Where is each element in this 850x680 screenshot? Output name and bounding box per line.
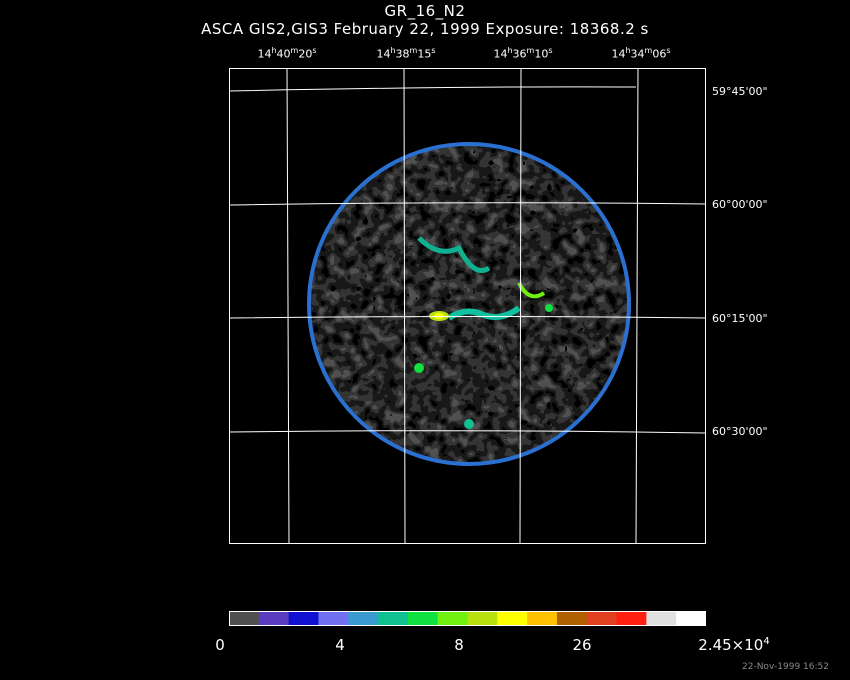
colorbar-swatch bbox=[586, 611, 618, 626]
colorbar-swatch bbox=[676, 611, 706, 626]
colorbar-tick-label: 4 bbox=[335, 636, 345, 654]
colorbar-max-label: 2.45×104 bbox=[698, 636, 770, 654]
ra-label: 14h40m20s bbox=[257, 46, 317, 61]
coordinate-grid bbox=[229, 68, 706, 544]
colorbar-swatch bbox=[467, 611, 498, 626]
x-ray-intensity-map bbox=[309, 144, 629, 464]
colorbar-tick-label: 26 bbox=[572, 636, 592, 654]
color-scale-bar bbox=[229, 611, 706, 626]
image-subtitle: ASCA GIS2,GIS3 February 22, 1999 Exposur… bbox=[201, 20, 649, 38]
dec-label: 59°45'00" bbox=[712, 85, 768, 98]
colorbar-swatch bbox=[437, 611, 468, 626]
ra-label: 14h38m15s bbox=[376, 46, 436, 61]
sky-image-panel bbox=[229, 68, 706, 544]
colorbar-swatch bbox=[407, 611, 439, 626]
ra-label: 14h34m06s bbox=[611, 46, 671, 61]
dec-label: 60°30'00" bbox=[712, 425, 768, 438]
colorbar-swatch bbox=[318, 611, 349, 626]
colorbar-swatch bbox=[258, 611, 290, 626]
colorbar-swatch bbox=[527, 611, 558, 626]
colorbar-swatch bbox=[229, 611, 260, 626]
timestamp: 22-Nov-1999 16:52 bbox=[742, 662, 829, 672]
colorbar-swatch bbox=[348, 611, 379, 626]
colorbar-tick-label: 0 bbox=[215, 636, 225, 654]
colorbar-swatch bbox=[378, 611, 409, 626]
colorbar-swatch bbox=[646, 611, 677, 626]
ra-label: 14h36m10s bbox=[493, 46, 553, 61]
colorbar-swatch bbox=[556, 611, 588, 626]
dec-label: 60°15'00" bbox=[712, 312, 768, 325]
colorbar-tick-label: 8 bbox=[454, 636, 464, 654]
colorbar-swatch bbox=[616, 611, 647, 626]
colorbar-swatch bbox=[288, 611, 319, 626]
image-title: GR_16_N2 bbox=[384, 2, 466, 20]
colorbar-swatch bbox=[497, 611, 528, 626]
dec-label: 60°00'00" bbox=[712, 198, 768, 211]
